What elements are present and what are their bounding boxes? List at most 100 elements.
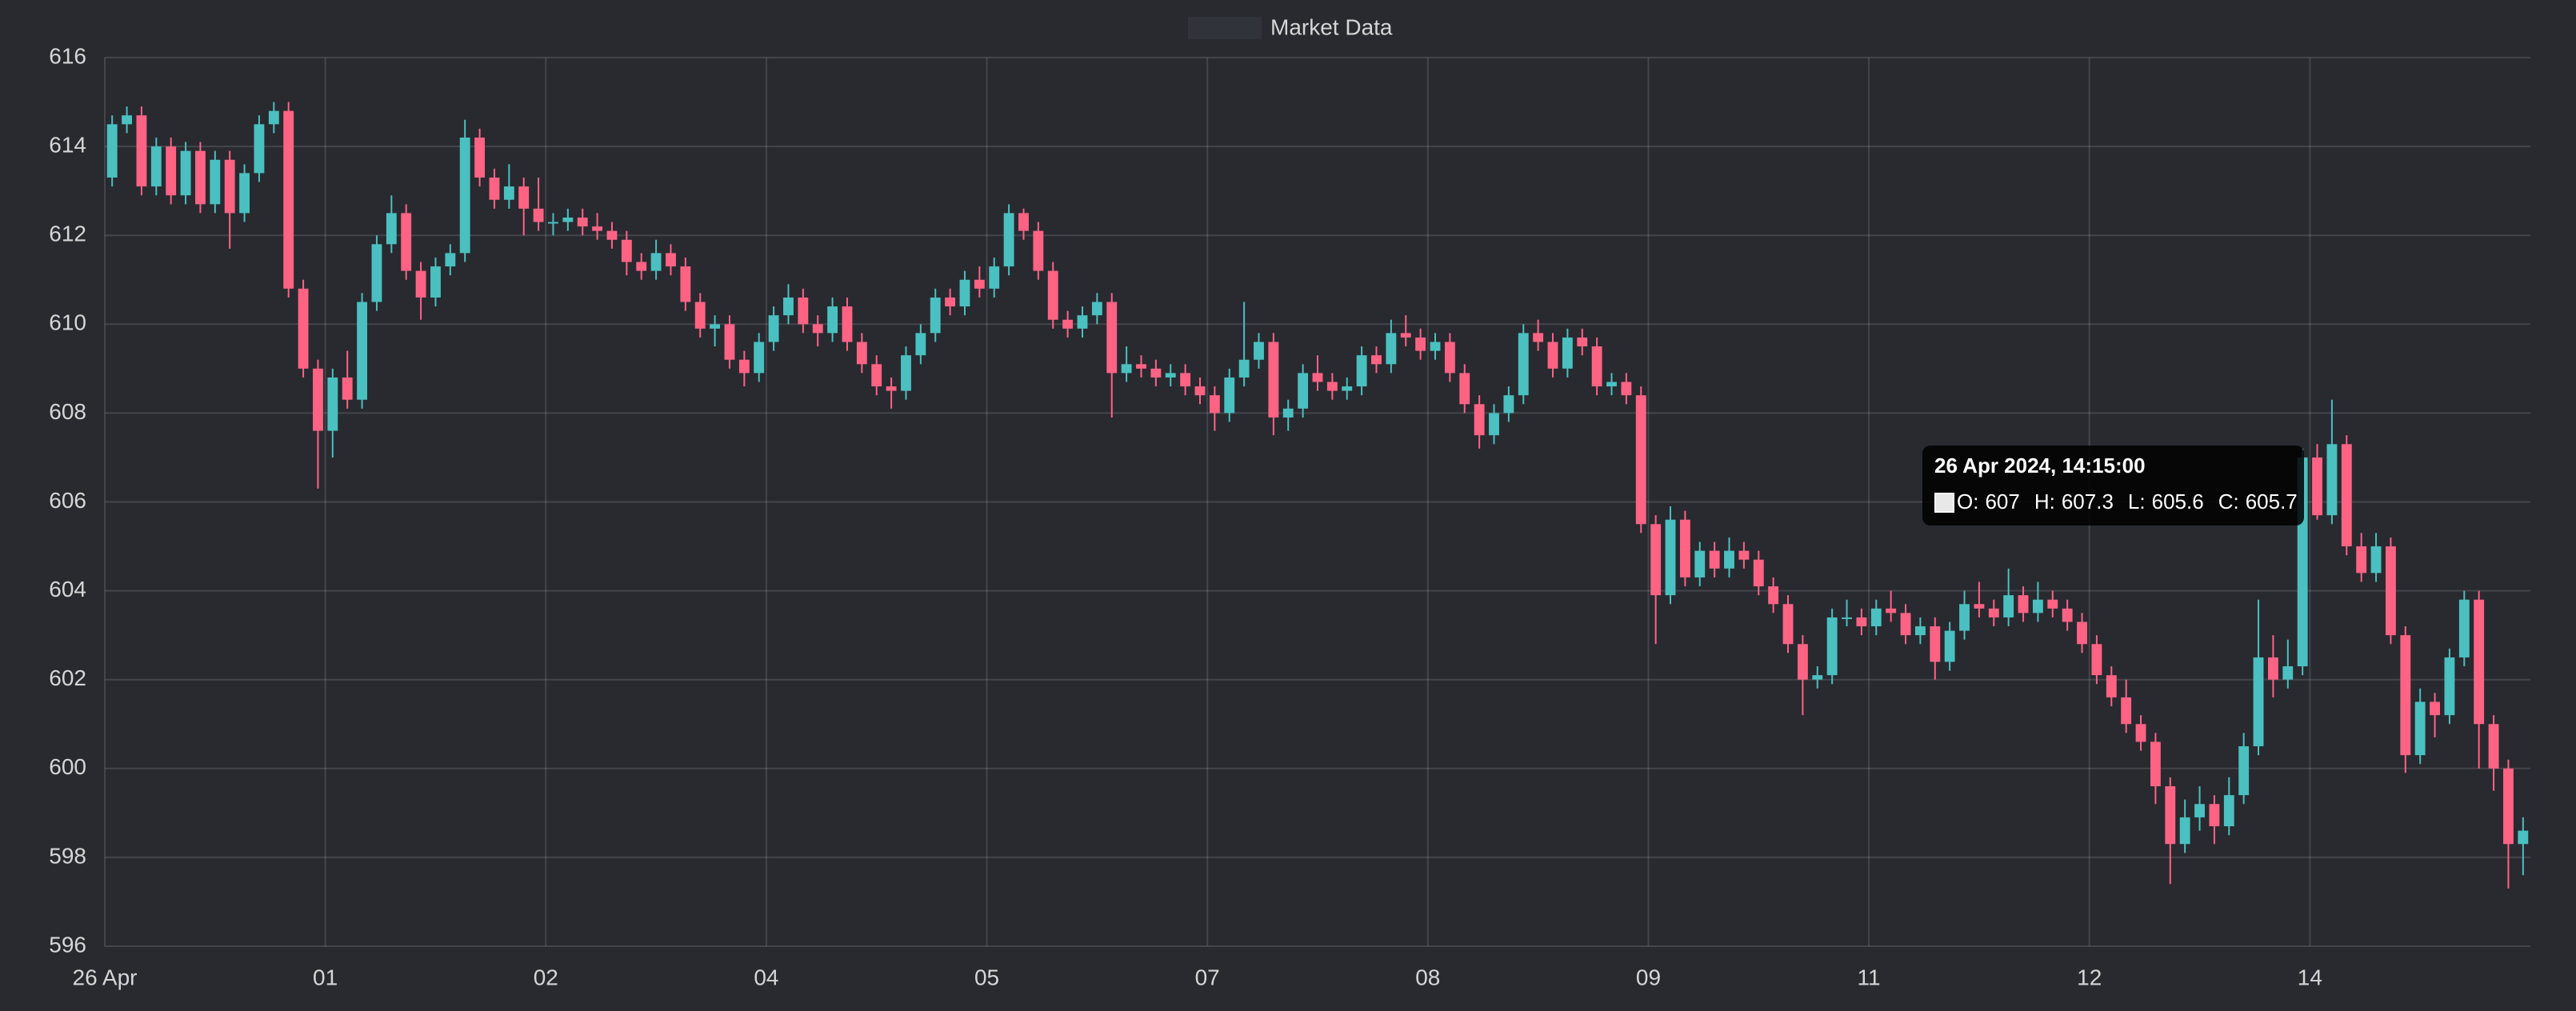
candle-body [562, 217, 574, 222]
candle-body [2341, 444, 2352, 547]
candle-body [783, 297, 794, 316]
candle-body [738, 359, 750, 374]
y-tick-label: 600 [49, 754, 86, 779]
candle-body [2444, 657, 2455, 716]
candle-body [798, 297, 809, 325]
candle-body [959, 279, 970, 307]
candle-body [2385, 546, 2396, 636]
candle-body [1547, 342, 1558, 369]
candle-body [283, 110, 294, 289]
candle-body [298, 288, 309, 369]
candle-body [474, 137, 486, 178]
candle-body [1826, 617, 1838, 676]
candle-body [1959, 604, 1970, 631]
y-tick-label: 614 [49, 132, 86, 157]
candle-body [1870, 608, 1882, 627]
candle-body [2400, 635, 2411, 756]
candle-body [106, 124, 118, 178]
tooltip-item-value: 605.6 [2152, 490, 2204, 513]
candle-body [1400, 333, 1411, 338]
tooltip-item-value: 607.3 [2062, 490, 2114, 513]
candle-body [1371, 355, 1382, 365]
x-tick-label: 14 [2298, 965, 2322, 989]
candle-body [122, 115, 132, 125]
candle-body [2326, 444, 2338, 516]
candle-body [224, 159, 235, 214]
candle-body [1842, 617, 1852, 619]
y-tick-label: 612 [49, 222, 86, 246]
legend-swatch [1188, 17, 1262, 39]
candle-body [166, 146, 177, 196]
x-tick-label: 08 [1415, 965, 1440, 989]
candle-body [2135, 724, 2146, 742]
candle-body [1709, 550, 1720, 569]
tooltip: 26 Apr 2024, 14:15:00 O: 607 H: 607.3 L: 605.… [1922, 446, 2304, 525]
candle-body [2356, 546, 2367, 573]
candle-body [1430, 342, 1441, 351]
candle-body [518, 186, 530, 209]
candle-body [636, 262, 647, 271]
candle-body [1194, 386, 1206, 396]
candle-body [621, 239, 632, 262]
candle-body [1738, 550, 1750, 560]
x-tick-label: 01 [313, 965, 338, 989]
candle-body [812, 324, 823, 334]
candle-body [1886, 608, 1897, 613]
candle-body [1533, 333, 1544, 342]
candle-body [768, 315, 779, 342]
candle-body [180, 150, 191, 196]
candle-body [1974, 604, 1985, 609]
candle-body [1077, 315, 1088, 329]
candle-body [254, 124, 265, 174]
candle-body [2209, 804, 2220, 827]
candle-body [2179, 817, 2190, 845]
candle-body [2062, 608, 2073, 622]
candle-body [342, 377, 353, 400]
candle-body [401, 213, 412, 271]
candle-body [533, 208, 544, 222]
candle-body [1150, 368, 1162, 378]
candle-body [2121, 697, 2132, 725]
candle-body [2474, 599, 2485, 725]
candle-body [1018, 213, 1029, 231]
candle-body [1591, 346, 1602, 387]
candle-body [1356, 355, 1367, 387]
candle-body [871, 364, 882, 387]
candle-body [2503, 768, 2514, 845]
candle-body [1444, 342, 1455, 374]
candle-body [2370, 546, 2382, 573]
candle-body [2194, 804, 2205, 817]
candle-body [136, 115, 147, 187]
legend[interactable]: Market Data [1188, 14, 1393, 39]
candle-body [1988, 608, 1999, 617]
candle-body [901, 355, 911, 391]
candle-body [415, 270, 426, 298]
candle-body [1268, 342, 1279, 418]
tooltip-title: 26 Apr 2024, 14:15:00 [1934, 454, 2146, 478]
candle-body [680, 266, 691, 302]
candles [106, 102, 2529, 889]
candle-body [2106, 675, 2117, 697]
candle-body [1121, 364, 1132, 374]
candle-body [1136, 364, 1146, 369]
candle-body [974, 279, 985, 289]
candle-body [577, 217, 588, 227]
y-tick-label: 610 [49, 310, 86, 335]
candle-body [195, 150, 206, 205]
tooltip-item-value: 607 [1985, 490, 2019, 513]
grid: 596 598 600 602 604 606 608 610 612 614 616 26 Apr 0… [49, 43, 2530, 989]
candle-body [592, 226, 603, 231]
tooltip-item-label: C: [2218, 490, 2239, 513]
candle-body [1679, 519, 1690, 577]
candle-body [2047, 599, 2058, 609]
x-tick-label: 07 [1195, 965, 1220, 989]
candle-body [1914, 626, 1926, 636]
candle-body [489, 177, 500, 200]
candle-body [856, 342, 867, 365]
candle-body [1812, 675, 1823, 680]
candle-body [945, 297, 956, 307]
candle-body [2165, 786, 2176, 845]
candle-body [1518, 333, 1529, 396]
candle-body [2077, 621, 2087, 645]
candle-body [2458, 599, 2470, 657]
